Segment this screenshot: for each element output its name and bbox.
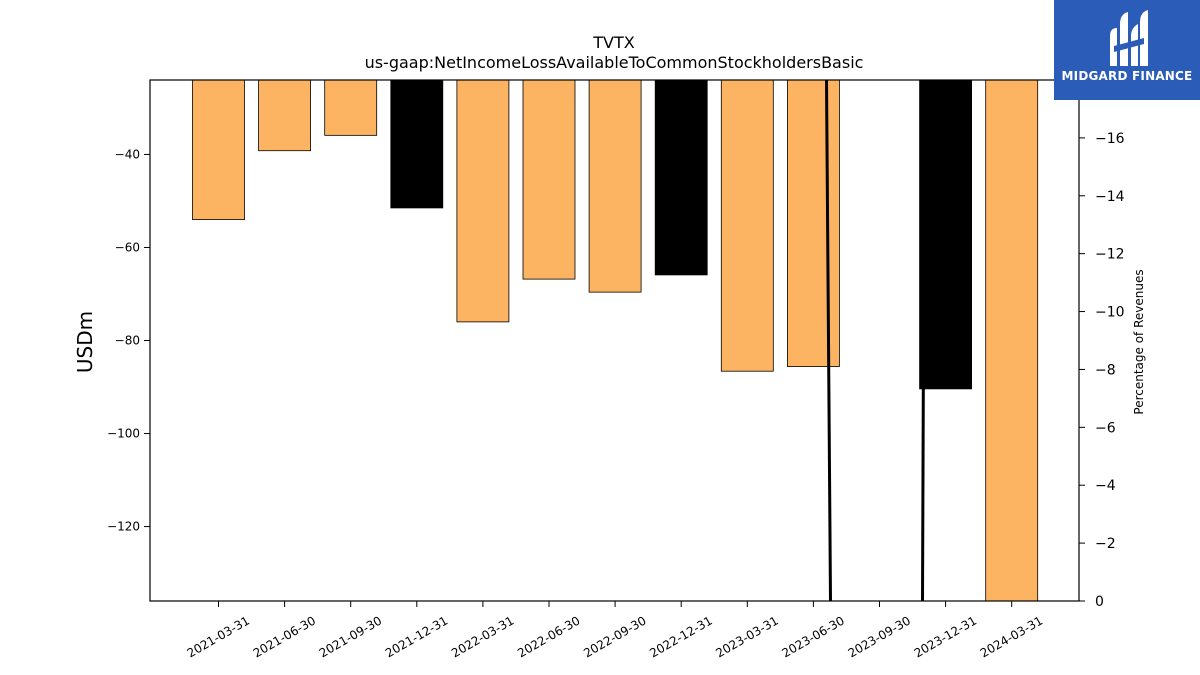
y2-tick-label: −2: [1095, 536, 1116, 552]
y2-tick-label: −6: [1095, 420, 1116, 436]
bar-2022-06-30: [522, 79, 576, 280]
y2-tick-label: 0: [1095, 594, 1104, 610]
bar-2021-12-31: [390, 79, 444, 209]
bar-2023-12-31: [919, 79, 972, 390]
y2-tick-label: −16: [1095, 131, 1125, 147]
bar-2021-06-30: [258, 79, 312, 152]
x-tick-label: 2024-03-31: [978, 613, 1045, 660]
chart-subtitle: us-gaap:NetIncomeLossAvailableToCommonSt…: [365, 53, 864, 72]
y2-tick-label: −12: [1095, 247, 1125, 263]
x-tick-label: 2021-12-31: [383, 613, 450, 660]
y2-tick-label: −14: [1095, 189, 1125, 205]
y-tick-label: −120: [107, 520, 140, 534]
x-tick-label: 2023-03-31: [713, 613, 780, 660]
x-tick-label: 2023-12-31: [912, 613, 979, 660]
pct-line-segment-2023-06-30: [825, 79, 832, 602]
line-layer: [825, 79, 926, 602]
x-tick-label: 2021-03-31: [185, 613, 252, 660]
x-tick-label: 2022-06-30: [515, 613, 582, 660]
bar-2023-03-31: [720, 79, 774, 372]
x-tick-label: 2023-06-30: [779, 613, 846, 660]
x-tick-label: 2023-09-30: [846, 613, 913, 660]
bar-2022-03-31: [456, 79, 510, 323]
pct-line-segment-2023-12-31: [921, 79, 926, 602]
y-tick-label: −80: [115, 334, 140, 348]
midgard-logo-icon: [1110, 10, 1148, 66]
x-tick-label: 2021-09-30: [317, 613, 384, 660]
bar-2022-12-31: [654, 79, 708, 276]
y2-tick-label: −8: [1095, 362, 1116, 378]
y2-tick-label: −4: [1095, 478, 1116, 494]
x-tick-label: 2022-09-30: [581, 613, 648, 660]
bar-2021-09-30: [324, 79, 378, 136]
bar-2021-03-31: [192, 79, 245, 220]
x-tick-label: 2022-03-31: [449, 613, 516, 660]
x-axis: 2021-03-312021-06-302021-09-302021-12-31…: [185, 601, 1045, 660]
y-tick-label: −60: [115, 240, 140, 254]
logo-text: MIDGARD FINANCE: [1061, 69, 1193, 83]
y-axis-label: USDm: [73, 311, 97, 373]
x-tick-label: 2022-12-31: [647, 613, 714, 660]
brand-logo: MIDGARD FINANCE: [1054, 0, 1200, 100]
bar-2022-09-30: [588, 79, 642, 293]
bar-2024-03-31: [985, 79, 1039, 602]
bar-2023-06-30: [787, 79, 840, 367]
bars-layer: [192, 79, 1039, 602]
chart-title: TVTX: [592, 33, 634, 52]
y-tick-label: −100: [107, 427, 140, 441]
y2-axis-label: Percentage of Revenues: [1132, 269, 1146, 414]
y-tick-label: −40: [115, 147, 140, 161]
x-tick-label: 2021-06-30: [251, 613, 318, 660]
y2-tick-label: −10: [1095, 305, 1125, 321]
y-axis-left: −40 −60 −80 −100 −120: [107, 147, 150, 534]
y-axis-right: 0 −2 −4 −6 −8 −10 −12 −14 −16: [1079, 131, 1125, 610]
